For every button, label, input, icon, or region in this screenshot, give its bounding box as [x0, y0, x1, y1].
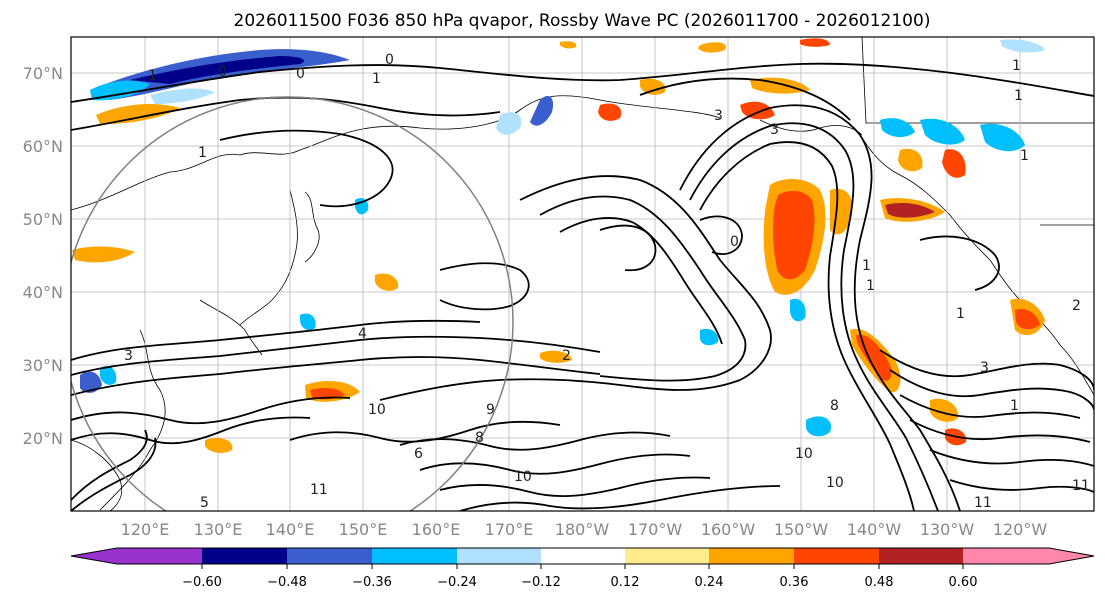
colorbar: −0.60 −0.48 −0.36 −0.24 −0.12 0.12 0.24 …: [70, 547, 1095, 590]
colorbar-swatch: [625, 548, 709, 564]
contour-label: 8: [830, 398, 839, 414]
contour-label: 11: [1072, 478, 1090, 494]
contour-label: 1: [148, 68, 157, 84]
lon-label: 120°W: [993, 520, 1048, 539]
colorbar-tick-label: 0.12: [611, 575, 640, 590]
map-background: [71, 37, 1094, 511]
colorbar-tick-label: 0.60: [949, 575, 978, 590]
lat-label: 20°N: [23, 429, 63, 448]
contour-label: 1: [1014, 88, 1023, 104]
colorbar-extend-low: [71, 548, 117, 564]
contour-label: 3: [770, 122, 779, 138]
contour-label: 4: [358, 326, 367, 342]
longitude-labels: 120°E 130°E 140°E 150°E 160°E 170°E 180°…: [121, 520, 1048, 539]
lon-label: 150°E: [339, 520, 388, 539]
colorbar-tick-label: −0.12: [521, 575, 561, 590]
colorbar-swatch: [202, 548, 287, 564]
contour-label: 1: [866, 278, 875, 294]
lon-label: 150°W: [774, 520, 829, 539]
contour-label: 5: [200, 495, 209, 511]
map-title: 2026011500 F036 850 hPa qvapor, Rossby W…: [234, 11, 931, 31]
latitude-labels: 70°N 60°N 50°N 40°N 30°N 20°N: [23, 64, 63, 448]
lon-label: 170°W: [628, 520, 683, 539]
colorbar-tick-label: −0.48: [267, 575, 307, 590]
contour-label: 2: [1072, 298, 1081, 314]
contour-label: 8: [475, 430, 484, 446]
contour-labels: 1 0 0 1 0 3 1 1 1 4 2 3 3 10 10 9 8 6 5 …: [124, 52, 1090, 511]
colorbar-swatch: [963, 548, 1049, 564]
contour-label: 3: [714, 108, 723, 124]
lon-label: 160°E: [412, 520, 461, 539]
colorbar-swatch: [709, 548, 794, 564]
lon-label: 170°E: [485, 520, 534, 539]
range-circle: [71, 96, 514, 511]
contour-label: 0: [730, 234, 739, 250]
lat-label: 50°N: [23, 210, 63, 229]
contour-label: 1: [956, 306, 965, 322]
qvapor-shading: [72, 38, 1045, 453]
lon-label: 160°W: [701, 520, 756, 539]
contour-label: 10: [514, 469, 532, 485]
colorbar-swatch: [457, 548, 541, 564]
colorbar-tick-label: −0.60: [182, 575, 222, 590]
colorbar-swatch: [794, 548, 879, 564]
lat-label: 60°N: [23, 137, 63, 156]
contour-label: 10: [795, 446, 813, 462]
colorbar-tick-label: 0.48: [865, 575, 894, 590]
lon-label: 180°W: [555, 520, 610, 539]
colorbar-swatch: [372, 548, 457, 564]
contour-label: 0: [296, 66, 305, 82]
lon-label: 130°W: [920, 520, 975, 539]
colorbar-outline: [70, 547, 1095, 565]
lon-label: 140°E: [266, 520, 315, 539]
contour-label: 1: [1020, 148, 1029, 164]
contour-label: 1: [862, 258, 871, 274]
contour-label: 3: [124, 348, 133, 364]
contour-label: 2: [562, 348, 571, 364]
colorbar-tick-label: −0.24: [437, 575, 477, 590]
lat-label: 40°N: [23, 283, 63, 302]
contour-label: 0: [218, 64, 227, 80]
colorbar-swatch: [117, 548, 202, 564]
contour-label: 1: [372, 71, 381, 87]
contour-label: 1: [1010, 398, 1019, 414]
lon-label: 130°E: [194, 520, 243, 539]
colorbar-tick-label: −0.36: [352, 575, 392, 590]
colorbar-extend-high: [1049, 548, 1094, 564]
contour-label: 9: [486, 402, 495, 418]
map-panel: 1 0 0 1 0 3 1 1 1 4 2 3 3 10 10 9 8 6 5 …: [70, 36, 1095, 512]
colorbar-tick-label: 0.24: [695, 575, 724, 590]
lat-label: 30°N: [23, 356, 63, 375]
colorbar-tick-label: 0.36: [780, 575, 809, 590]
contour-label: 10: [826, 475, 844, 491]
contour-label: 3: [980, 360, 989, 376]
contour-label: 10: [368, 402, 386, 418]
map-frame: [70, 36, 1095, 512]
contour-label: 11: [310, 482, 328, 498]
colorbar-swatch: [287, 548, 372, 564]
lon-label: 140°W: [847, 520, 902, 539]
colorbar-swatch: [541, 548, 625, 564]
contour-label: 11: [974, 495, 992, 511]
contour-label: 6: [414, 446, 423, 462]
lon-label: 120°E: [121, 520, 170, 539]
lat-label: 70°N: [23, 64, 63, 83]
contour-label: 0: [385, 52, 394, 68]
rossby-wave-contours: [71, 62, 1094, 511]
contour-label: 1: [1012, 58, 1021, 74]
contour-label: 1: [198, 145, 207, 161]
colorbar-swatch: [879, 548, 963, 564]
